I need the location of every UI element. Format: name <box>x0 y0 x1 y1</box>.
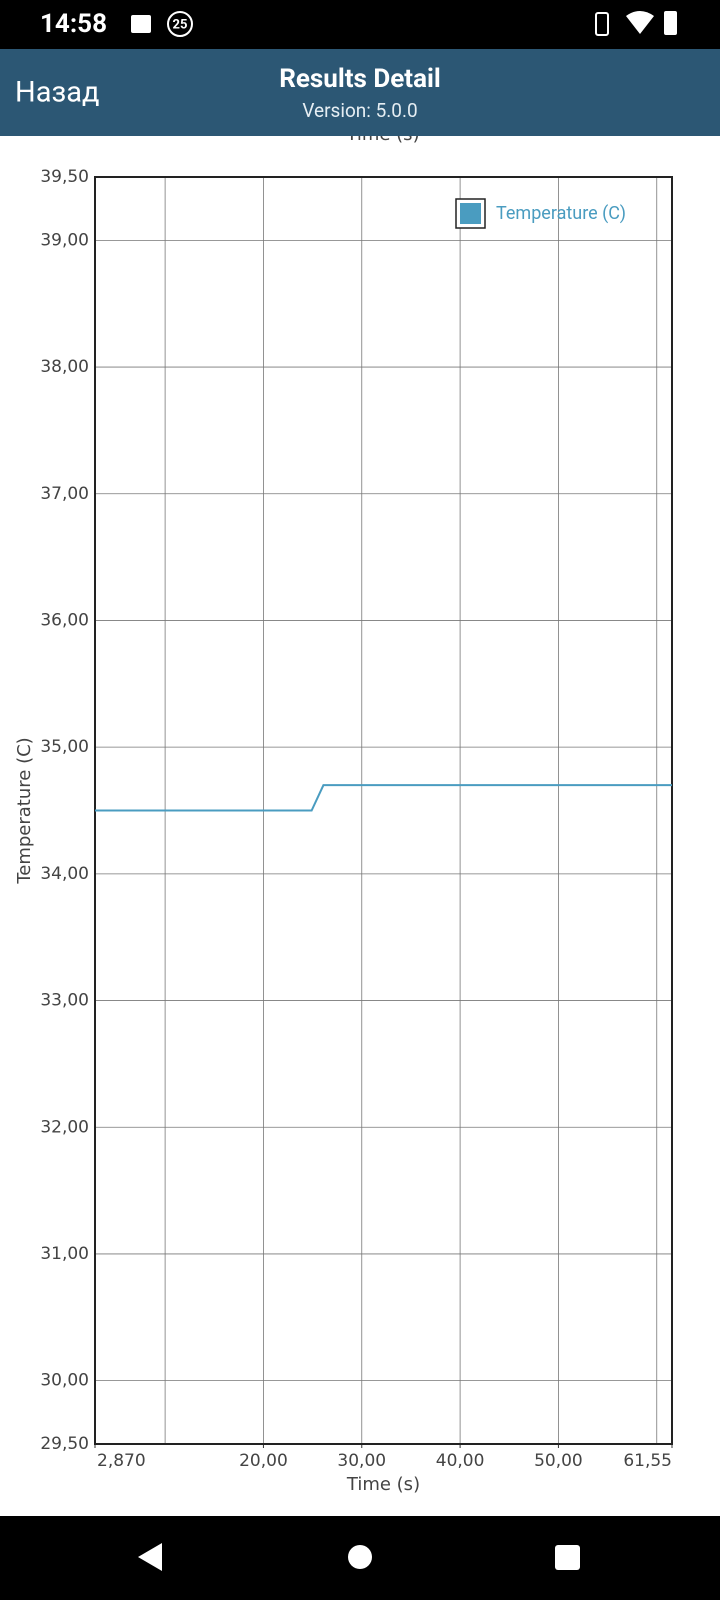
y-tick-label: 39,00 <box>40 230 89 250</box>
legend-swatch <box>460 203 481 224</box>
status-time: 14:58 <box>40 9 107 39</box>
battery-icon <box>664 11 677 35</box>
y-tick-label: 39,50 <box>40 167 89 187</box>
badge-icon <box>167 11 193 37</box>
data-line <box>95 784 672 812</box>
nav-recents[interactable] <box>555 1545 580 1570</box>
x-tick-label: 20,00 <box>239 1451 288 1471</box>
gallery-icon <box>131 15 151 33</box>
header-title: Results Detail <box>279 64 441 94</box>
wifi-icon <box>626 11 654 34</box>
y-tick-label: 31,00 <box>40 1244 89 1264</box>
y-tick-label: 37,00 <box>40 484 89 504</box>
back-button[interactable]: Назад <box>15 76 99 110</box>
y-tick-label: 33,00 <box>40 991 89 1011</box>
y-tick-label: 32,00 <box>40 1117 89 1137</box>
nav-back[interactable] <box>138 1543 162 1571</box>
x-tick-label: 30,00 <box>337 1451 386 1471</box>
legend-label: Temperature (C) <box>496 203 626 224</box>
x-tick-label: 2,870 <box>97 1451 146 1471</box>
header-subtitle: Version: 5.0.0 <box>302 99 417 122</box>
status-badge: 25 <box>173 17 188 32</box>
nav-home[interactable] <box>348 1545 372 1569</box>
header-bar <box>0 49 720 136</box>
y-tick-label: 36,00 <box>40 610 89 630</box>
chart: 29,50 30,00 31,00 32,00 33,00 34,00 35,00 36,00… <box>14 167 673 1495</box>
y-tick-label: 38,00 <box>40 357 89 377</box>
status-bar <box>0 0 720 49</box>
vibrate-icon <box>595 12 609 36</box>
x-tick-label: 61,55 <box>623 1451 672 1471</box>
y-tick-label: 30,00 <box>40 1371 89 1391</box>
y-tick-label: 29,50 <box>40 1434 89 1454</box>
y-tick-label: 35,00 <box>40 737 89 757</box>
y-tick-label: 34,00 <box>40 864 89 884</box>
x-tick-label: 50,00 <box>534 1451 583 1471</box>
y-axis-label: Temperature (C) <box>14 737 35 884</box>
x-axis-label: Time (s) <box>346 1474 420 1495</box>
x-tick-label: 40,00 <box>436 1451 485 1471</box>
